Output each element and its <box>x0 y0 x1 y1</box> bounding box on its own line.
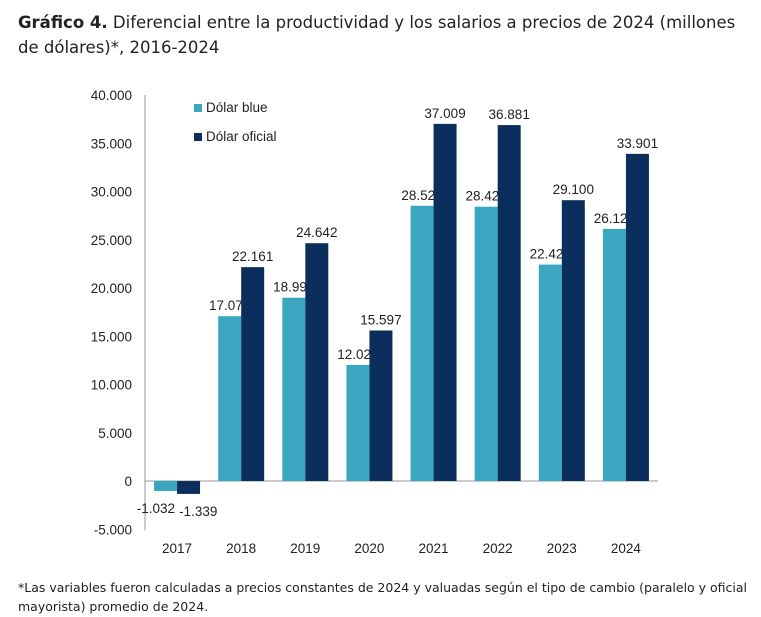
data-label: 37.009 <box>424 106 465 121</box>
y-tick-label: 40.000 <box>91 88 132 103</box>
x-tick-label: 2023 <box>547 541 577 556</box>
legend-label: Dólar oficial <box>206 129 277 144</box>
chart-title: Gráfico 4. Diferencial entre la producti… <box>18 10 753 60</box>
x-tick-label: 2024 <box>611 541 642 556</box>
x-tick-label: 2019 <box>290 541 320 556</box>
data-label: 36.881 <box>489 107 530 122</box>
bar-oficial <box>433 123 457 481</box>
bar-oficial <box>177 481 201 494</box>
y-tick-label: 30.000 <box>91 185 132 200</box>
bar-blue <box>538 264 562 481</box>
data-label: 15.597 <box>360 312 401 327</box>
y-tick-label: 15.000 <box>91 329 132 344</box>
x-tick-label: 2018 <box>226 541 256 556</box>
bar-blue <box>474 206 498 481</box>
legend-swatch <box>194 104 202 112</box>
bar-blue <box>602 228 626 481</box>
data-label: 28.422 <box>466 189 507 204</box>
bar-blue <box>346 365 370 481</box>
y-tick-label: 35.000 <box>91 136 132 151</box>
footnote: *Las variables fueron calculadas a preci… <box>18 580 748 614</box>
bar-blue <box>154 481 178 491</box>
bar-oficial <box>561 200 585 481</box>
data-label: 18.990 <box>273 280 314 295</box>
bar-oficial <box>241 267 265 481</box>
bar-oficial <box>625 153 649 481</box>
data-label: 12.020 <box>337 347 378 362</box>
x-tick-label: 2020 <box>354 541 384 556</box>
data-label: 26.126 <box>594 211 635 226</box>
bar-blue <box>282 297 306 481</box>
bar-blue <box>410 205 434 482</box>
legend-label: Dólar blue <box>206 100 268 115</box>
data-label: 29.100 <box>553 182 594 197</box>
title-label: Gráfico 4. <box>18 13 108 32</box>
y-tick-label: 10.000 <box>91 378 132 393</box>
y-tick-label: 25.000 <box>91 233 132 248</box>
y-tick-label: 5.000 <box>98 426 132 441</box>
bar-oficial <box>369 330 393 481</box>
x-tick-label: 2017 <box>162 541 192 556</box>
title-text: Diferencial entre la productividad y los… <box>18 13 736 57</box>
y-tick-label: 0 <box>124 474 132 489</box>
x-tick-label: 2022 <box>483 541 513 556</box>
data-label: 17.078 <box>209 298 250 313</box>
y-tick-label: 20.000 <box>91 281 132 296</box>
bar-oficial <box>497 125 521 481</box>
data-label: 22.161 <box>232 249 273 264</box>
data-label: 33.901 <box>617 136 658 151</box>
data-label: 24.642 <box>296 225 337 240</box>
bar-oficial <box>305 243 329 481</box>
y-tick-label: -5.000 <box>94 522 132 537</box>
legend-swatch <box>194 133 202 141</box>
x-tick-label: 2021 <box>419 541 449 556</box>
data-label: -1.339 <box>179 504 217 519</box>
data-label: 28.521 <box>401 188 442 203</box>
bar-blue <box>218 316 242 481</box>
data-label: -1.032 <box>137 501 175 516</box>
data-label: 22.426 <box>530 247 571 262</box>
